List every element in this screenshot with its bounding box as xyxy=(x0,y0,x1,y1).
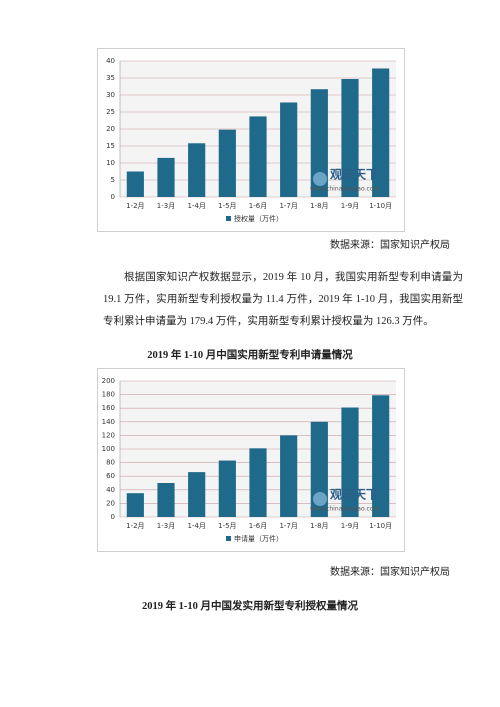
bar xyxy=(249,116,267,197)
y-tick-label: 35 xyxy=(106,74,115,82)
bar xyxy=(280,435,298,517)
bar xyxy=(341,407,359,517)
chart: 0 5 10 15 20 25 30 35 40 1-2月 1-3月 1-4月 1-5月 1-6月 1-7月… xyxy=(97,48,405,232)
watermark: 观研天下 xyxy=(330,488,378,502)
y-tick-label: 15 xyxy=(106,142,115,150)
bar xyxy=(218,129,236,197)
bar xyxy=(341,79,359,197)
y-tick-label: 20 xyxy=(106,125,115,133)
y-tick-label: 0 xyxy=(111,193,115,201)
watermark-url: www.chinabaogao.com xyxy=(310,506,379,513)
x-tick-label: 1-7月 xyxy=(279,522,297,530)
x-tick-label: 1-9月 xyxy=(341,202,359,210)
bar xyxy=(126,171,144,197)
y-tick-label: 60 xyxy=(106,472,115,480)
chart: 0 20 40 60 80 100 120 140 160 180 200 1-2月 1-3月 1-4月 1… xyxy=(97,368,405,552)
bar xyxy=(372,68,390,197)
x-tick-label: 1-3月 xyxy=(157,522,175,530)
y-tick-label: 0 xyxy=(111,513,115,521)
x-tick-label: 1-2月 xyxy=(126,522,144,530)
watermark-logo xyxy=(313,172,327,186)
watermark-url: www.chinabaogao.com xyxy=(310,186,379,193)
y-tick-label: 80 xyxy=(106,459,115,467)
y-tick-label: 180 xyxy=(102,391,115,399)
legend-swatch xyxy=(226,216,231,221)
x-tick-label: 1-2月 xyxy=(126,202,144,210)
x-tick-label: 1-7月 xyxy=(279,202,297,210)
paragraph: 根据国家知识产权数据显示，2019 年 10 月，我国实用新型专利申请量为 19… xyxy=(103,272,463,327)
y-tick-label: 40 xyxy=(106,486,115,494)
x-tick-label: 1-5月 xyxy=(218,522,236,530)
x-tick-label: 1-8月 xyxy=(310,202,328,210)
y-tick-label: 30 xyxy=(106,91,115,99)
bar xyxy=(188,143,206,197)
bar xyxy=(372,395,390,517)
bar xyxy=(310,89,328,197)
y-tick-label: 120 xyxy=(102,431,115,439)
watermark: 观研天下 xyxy=(330,168,378,182)
bar xyxy=(218,460,236,517)
y-tick-label: 10 xyxy=(106,159,115,167)
heading: 2019 年 1-10 月中国发实用新型专利授权量情况 xyxy=(141,601,359,612)
bar xyxy=(157,157,175,197)
y-tick-label: 100 xyxy=(102,445,115,453)
legend-label: 申请量（万件） xyxy=(234,534,283,543)
bar xyxy=(280,102,298,197)
y-tick-label: 140 xyxy=(102,418,115,426)
legend-swatch xyxy=(226,536,231,541)
x-tick-label: 1-8月 xyxy=(310,522,328,530)
x-tick-label: 1-6月 xyxy=(249,522,267,530)
y-tick-label: 25 xyxy=(106,108,115,116)
y-tick-label: 20 xyxy=(106,499,115,507)
x-tick-label: 1-4月 xyxy=(187,522,205,530)
heading: 2019 年 1-10 月中国实用新型专利申请量情况 xyxy=(147,350,353,361)
source-note: 数据来源：国家知识产权局 xyxy=(330,240,450,251)
y-tick-label: 5 xyxy=(111,176,115,184)
y-tick-label: 160 xyxy=(102,404,115,412)
x-tick-label: 1-3月 xyxy=(157,202,175,210)
watermark-logo xyxy=(313,492,327,506)
bar xyxy=(126,493,144,517)
x-tick-label: 1-10月 xyxy=(369,522,392,530)
source-note: 数据来源：国家知识产权局 xyxy=(330,567,450,578)
x-tick-label: 1-5月 xyxy=(218,202,236,210)
bar xyxy=(188,472,206,517)
legend-label: 授权量（万件） xyxy=(234,214,283,223)
x-tick-label: 1-4月 xyxy=(187,202,205,210)
x-tick-label: 1-10月 xyxy=(369,202,392,210)
y-tick-label: 200 xyxy=(102,377,115,385)
bar xyxy=(249,448,267,517)
bar xyxy=(157,483,175,517)
x-tick-label: 1-6月 xyxy=(249,202,267,210)
x-tick-label: 1-9月 xyxy=(341,522,359,530)
y-tick-label: 40 xyxy=(106,57,115,65)
